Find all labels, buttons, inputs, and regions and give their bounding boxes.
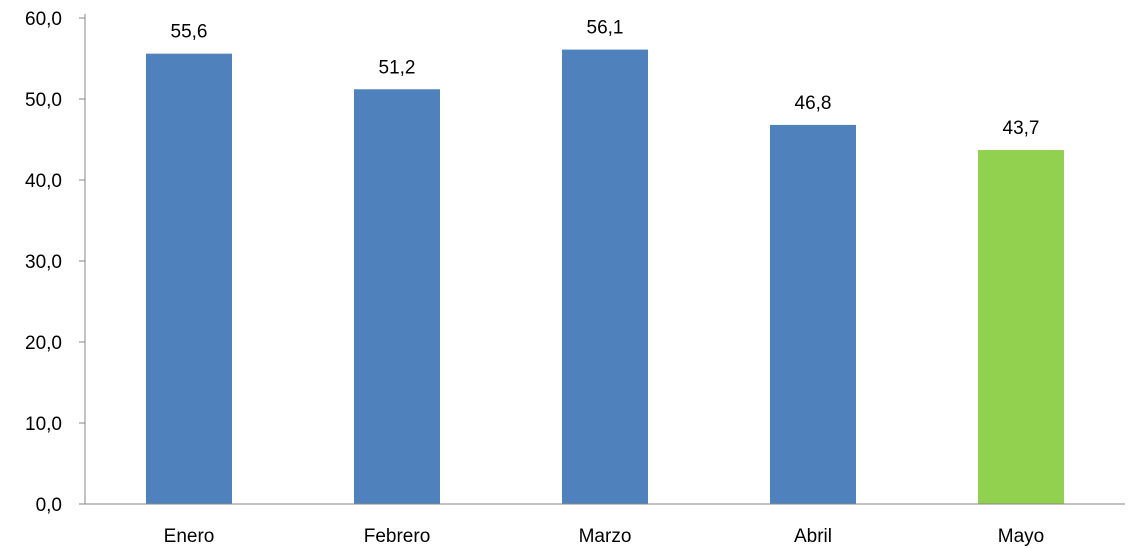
bar-marzo	[562, 49, 648, 505]
data-label-marzo: 56,1	[587, 18, 624, 39]
data-label-enero: 55,6	[171, 22, 208, 43]
bar-enero	[146, 53, 232, 504]
data-labels: 55,6 51,2 56,1 46,8 43,7	[171, 18, 1040, 139]
bars	[146, 49, 1064, 505]
bar-abril	[770, 124, 856, 505]
category-label-febrero: Febrero	[364, 526, 431, 547]
y-tick-label: 50,0	[25, 90, 62, 111]
data-label-mayo: 43,7	[1003, 118, 1040, 139]
y-tick-label: 20,0	[25, 333, 62, 354]
category-label-enero: Enero	[164, 526, 215, 547]
data-label-febrero: 51,2	[379, 57, 416, 78]
y-tick-label: 30,0	[25, 252, 62, 273]
y-tick-label: 60,0	[25, 9, 62, 30]
bar-mayo	[978, 150, 1064, 504]
y-tick-label: 0,0	[36, 495, 62, 516]
data-label-abril: 46,8	[795, 93, 832, 114]
x-axis-category-labels: Enero Febrero Marzo Abril Mayo	[164, 526, 1045, 547]
category-label-abril: Abril	[794, 526, 832, 547]
y-axis-tick-labels: 0,0 10,0 20,0 30,0 40,0 50,0 60,0	[25, 9, 62, 516]
y-tick-label: 40,0	[25, 171, 62, 192]
bar-febrero	[354, 89, 440, 504]
category-label-marzo: Marzo	[579, 526, 632, 547]
category-label-mayo: Mayo	[998, 526, 1044, 547]
axes	[79, 14, 1125, 505]
y-tick-label: 10,0	[25, 414, 62, 435]
